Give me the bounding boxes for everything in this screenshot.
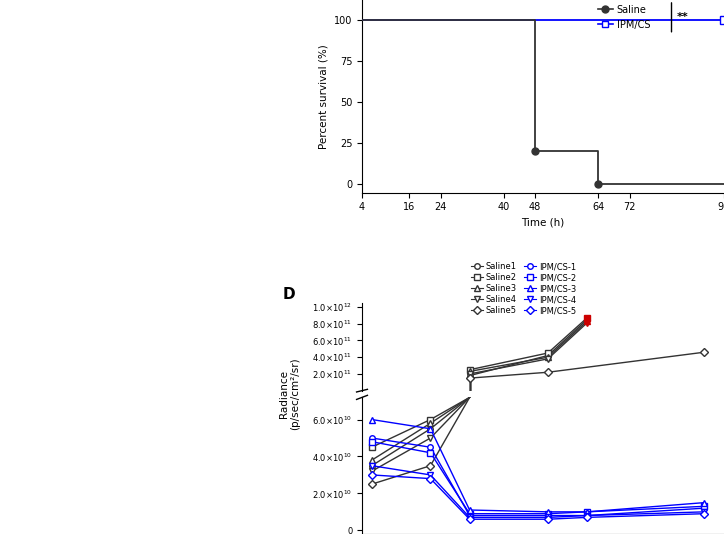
Text: Radiance
(p/sec/cm²/sr): Radiance (p/sec/cm²/sr) <box>279 358 300 430</box>
Text: D: D <box>282 287 295 302</box>
Legend: Saline1, Saline2, Saline3, Saline4, Saline5, IPM/CS-1, IPM/CS-2, IPM/CS-3, IPM/C: Saline1, Saline2, Saline3, Saline4, Sali… <box>468 258 579 319</box>
X-axis label: Time (h): Time (h) <box>521 218 565 228</box>
Legend: Saline, IPM/CS: Saline, IPM/CS <box>594 1 654 34</box>
Y-axis label: Percent survival (%): Percent survival (%) <box>319 44 329 148</box>
Text: **: ** <box>677 12 689 22</box>
